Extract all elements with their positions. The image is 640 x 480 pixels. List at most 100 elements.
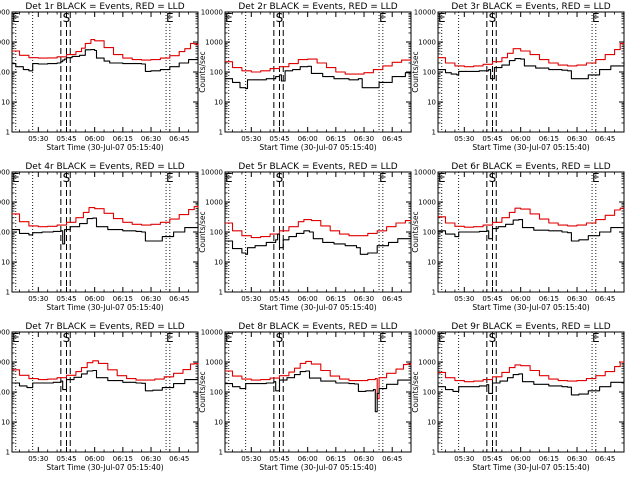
marker-label: S <box>63 331 71 345</box>
x-tick-label: 05:45 <box>269 295 289 303</box>
x-tick-label: 05:30 <box>241 455 261 463</box>
series-events-line <box>438 219 625 242</box>
panel-2: Det 2r BLACK = Events, RED = LLD 1 10 100 10… <box>198 2 412 152</box>
x-tick-label: 06:00 <box>85 295 105 303</box>
x-tick-label: 06:15 <box>113 135 133 143</box>
marker-label: E <box>438 11 446 25</box>
x-tick-label: 06:45 <box>382 135 402 143</box>
panel-6: Det 6r BLACK = Events, RED = LLD 1 10 100 10… <box>411 162 625 312</box>
x-tick-label: 06:15 <box>113 295 133 303</box>
series-lld-line <box>438 42 625 68</box>
y-tick-label: 1000 <box>205 199 223 207</box>
y-tick-label: 1000 <box>418 39 436 47</box>
y-tick-label: 1000 <box>205 359 223 367</box>
x-tick-label: 06:30 <box>567 455 587 463</box>
y-tick-label: 1 <box>219 129 223 137</box>
y-axis-label: Counts/sec <box>198 51 207 92</box>
x-tick-label: 06:00 <box>298 455 318 463</box>
x-tick-label: 06:30 <box>141 295 161 303</box>
panel-title: Det 5r BLACK = Events, RED = LLD <box>238 162 397 172</box>
x-tick-label: 06:45 <box>169 455 189 463</box>
x-tick-label: 06:30 <box>567 295 587 303</box>
marker-label: E <box>592 11 600 25</box>
marker-label: E <box>592 171 600 185</box>
marker-label: E <box>438 331 446 345</box>
series-events-line <box>225 370 412 413</box>
y-tick-label: 10 <box>427 419 436 427</box>
x-tick-label: 06:00 <box>298 295 318 303</box>
marker-label: E <box>12 11 20 25</box>
series-lld-line <box>225 360 412 400</box>
x-tick-label: 05:45 <box>482 295 502 303</box>
x-tick-label: 06:45 <box>382 455 402 463</box>
series-lld-line <box>12 39 199 61</box>
series-lld-line <box>225 219 412 239</box>
marker-label: E <box>379 11 387 25</box>
series-events-line <box>438 373 625 396</box>
x-tick-label: 05:30 <box>28 295 48 303</box>
marker-label: E <box>12 331 20 345</box>
marker-label: S <box>276 11 284 25</box>
y-tick-label: 10000 <box>201 9 223 17</box>
series-events-line <box>438 58 625 80</box>
x-tick-label: 06:30 <box>354 455 374 463</box>
series-lld-line <box>12 360 199 381</box>
x-tick-label: 06:45 <box>169 135 189 143</box>
panel-4: Det 4r BLACK = Events, RED = LLD 1 10 100 10… <box>0 162 199 312</box>
x-tick-label: 06:30 <box>354 295 374 303</box>
y-tick-label: 10000 <box>414 9 436 17</box>
y-tick-label: 1000 <box>0 359 10 367</box>
x-axis-label: Start Time (30-Jul-07 05:15:40) <box>472 143 589 152</box>
series-lld-line <box>12 206 199 228</box>
y-tick-label: 10 <box>1 99 10 107</box>
panel-1: Det 1r BLACK = Events, RED = LLD 1 10 100 10… <box>0 2 199 152</box>
panel-9: Det 9r BLACK = Events, RED = LLD 1 10 100 10… <box>411 322 625 472</box>
x-tick-label: 06:45 <box>595 295 615 303</box>
x-axis-label: Start Time (30-Jul-07 05:15:40) <box>46 143 163 152</box>
x-axis-label: Start Time (30-Jul-07 05:15:40) <box>259 303 376 312</box>
x-tick-label: 05:45 <box>269 135 289 143</box>
x-tick-label: 06:45 <box>595 135 615 143</box>
x-tick-label: 06:00 <box>511 455 531 463</box>
y-tick-label: 100 <box>423 69 436 77</box>
y-tick-label: 10 <box>427 99 436 107</box>
y-tick-label: 1 <box>432 289 436 297</box>
x-tick-label: 05:45 <box>482 455 502 463</box>
x-tick-label: 05:30 <box>28 135 48 143</box>
y-tick-label: 1 <box>6 449 10 457</box>
x-tick-label: 05:30 <box>28 455 48 463</box>
y-axis-label: Counts/sec <box>411 211 420 252</box>
y-tick-label: 100 <box>210 69 223 77</box>
series-events-line <box>225 65 412 90</box>
series-lld-line <box>438 361 625 383</box>
x-tick-label: 06:00 <box>511 295 531 303</box>
y-tick-label: 100 <box>423 229 436 237</box>
x-tick-label: 05:45 <box>269 455 289 463</box>
panel-title: Det 6r BLACK = Events, RED = LLD <box>451 162 610 172</box>
y-tick-label: 10000 <box>0 9 10 17</box>
x-tick-label: 06:00 <box>298 135 318 143</box>
y-axis-label: Counts/sec <box>411 371 420 412</box>
x-tick-label: 06:15 <box>539 295 559 303</box>
x-tick-label: 05:30 <box>454 455 474 463</box>
x-tick-label: 05:30 <box>454 135 474 143</box>
panel-title: Det 1r BLACK = Events, RED = LLD <box>25 2 184 12</box>
panel-8: Det 8r BLACK = Events, RED = LLD 1 10 100 10… <box>198 322 412 472</box>
series-events-line <box>225 230 412 255</box>
y-tick-label: 10 <box>214 99 223 107</box>
series-lld-line <box>438 207 625 228</box>
x-tick-label: 06:00 <box>85 135 105 143</box>
x-axis-label: Start Time (30-Jul-07 05:15:40) <box>472 303 589 312</box>
x-axis-label: Start Time (30-Jul-07 05:15:40) <box>46 303 163 312</box>
y-axis-label: Counts/sec <box>198 371 207 412</box>
x-axis-label: Start Time (30-Jul-07 05:15:40) <box>259 463 376 472</box>
marker-label: E <box>225 11 233 25</box>
x-tick-label: 06:00 <box>85 455 105 463</box>
series-events-line <box>12 369 199 392</box>
panel-title: Det 2r BLACK = Events, RED = LLD <box>238 2 397 12</box>
y-tick-label: 10 <box>1 259 10 267</box>
y-tick-label: 1 <box>432 449 436 457</box>
panel-title: Det 4r BLACK = Events, RED = LLD <box>25 162 184 172</box>
y-tick-label: 10000 <box>414 169 436 177</box>
y-tick-label: 1 <box>219 449 223 457</box>
